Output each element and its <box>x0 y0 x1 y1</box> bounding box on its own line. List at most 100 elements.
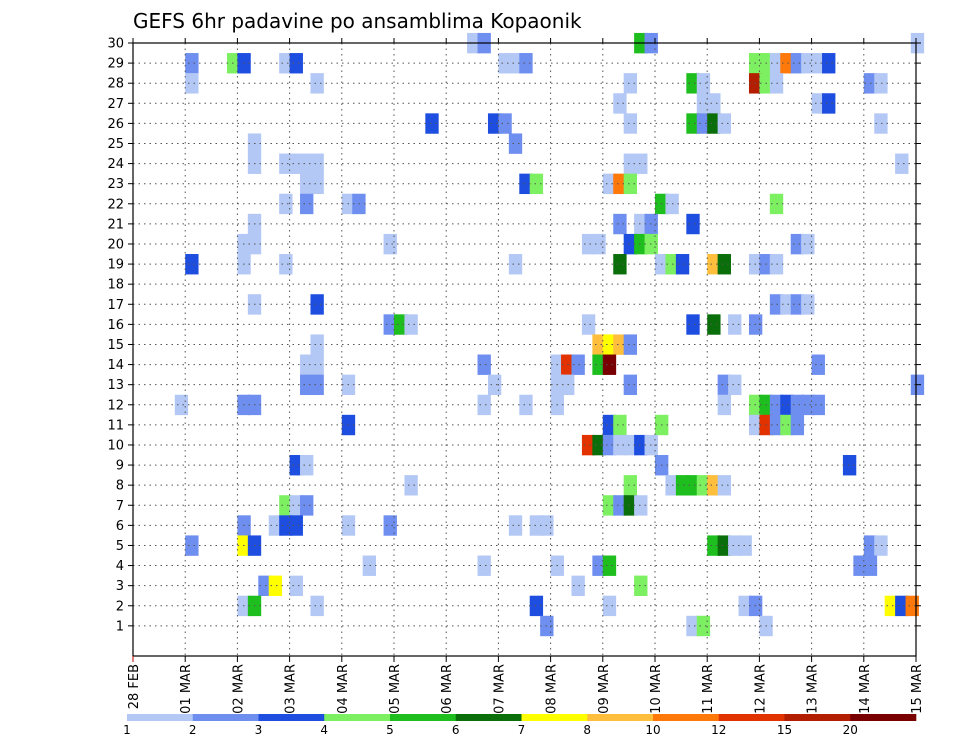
heatmap-cell <box>790 394 805 416</box>
x-tick-label: 28 FEB <box>127 664 142 709</box>
heatmap-cell <box>508 53 523 74</box>
heatmap-cell <box>310 73 324 94</box>
heatmap-cell <box>634 233 648 255</box>
heatmap-cell <box>738 535 752 556</box>
heatmap-cell <box>362 555 377 576</box>
y-tick-label: 29 <box>107 57 124 72</box>
heatmap-cell <box>686 475 700 496</box>
colorbar-label: 12 <box>711 723 726 737</box>
heatmap-cell <box>602 434 617 456</box>
x-tick-label: 15 MAR <box>910 664 925 714</box>
heatmap-cell <box>634 495 648 516</box>
heatmap-cell <box>707 475 721 496</box>
heatmap-cell <box>300 193 314 215</box>
heatmap-cell <box>310 595 324 617</box>
colorbar-swatch <box>192 714 259 721</box>
heatmap-cell <box>602 595 617 617</box>
heatmap-cell <box>268 575 283 597</box>
heatmap-cell <box>623 434 638 456</box>
heatmap-cell <box>310 294 324 315</box>
y-tick-label: 18 <box>107 278 124 293</box>
heatmap-cell <box>602 173 617 195</box>
heatmap-cell <box>289 495 303 516</box>
y-tick-label: 27 <box>107 97 124 112</box>
y-tick-label: 26 <box>107 117 124 132</box>
heatmap-cell <box>310 173 324 195</box>
y-tick-label: 12 <box>107 398 124 413</box>
heatmap-cell <box>289 455 303 476</box>
colorbar-label: 20 <box>843 723 858 737</box>
colorbar-label: 7 <box>518 723 526 737</box>
colorbar-swatch <box>653 714 720 721</box>
heatmap-cell <box>508 133 523 154</box>
heatmap-cell <box>717 113 731 134</box>
grid-lines <box>133 42 916 656</box>
heatmap-cell <box>801 233 815 255</box>
heatmap-cell <box>790 294 805 315</box>
x-tick-label: 11 MAR <box>701 664 716 714</box>
heatmap-cell <box>811 394 825 416</box>
heatmap-cell <box>310 374 324 396</box>
heatmap-cell <box>686 73 700 94</box>
heatmap-cell <box>728 314 742 335</box>
heatmap-cell <box>707 254 721 275</box>
heatmap-cell <box>696 73 711 94</box>
heatmap-cell <box>519 53 533 74</box>
heatmap-cell <box>279 193 293 215</box>
heatmap-cell <box>602 495 617 516</box>
heatmap-cell <box>300 354 314 375</box>
heatmap-cell <box>529 515 544 536</box>
heatmap-cell <box>717 254 731 275</box>
colorbar-swatch <box>784 714 851 721</box>
heatmap-cell <box>811 93 825 114</box>
colorbar-label: 2 <box>189 723 197 737</box>
heatmap-cell <box>790 414 805 436</box>
y-tick-label: 24 <box>107 157 124 172</box>
colorbar-swatch <box>587 714 654 721</box>
y-tick-label: 1 <box>116 619 124 634</box>
heatmap-cell <box>717 475 731 496</box>
x-tick-label: 14 MAR <box>858 664 873 714</box>
colorbar-label: 15 <box>777 723 792 737</box>
heatmap-cell <box>581 434 596 456</box>
y-tick-label: 6 <box>116 519 124 534</box>
y-tick-label: 21 <box>107 217 124 232</box>
heatmap-cell <box>717 394 731 416</box>
heatmap-cell <box>592 334 606 355</box>
heatmap-cell <box>279 53 293 74</box>
heatmap-cell <box>707 535 721 556</box>
x-axis-ticks: 28 FEB 01 MAR 02 MAR 03 MAR 04 MAR 05 MAR 06 M… <box>127 38 925 714</box>
heatmap-cell <box>623 334 638 355</box>
heatmap-cell <box>477 354 491 375</box>
heatmap-cell <box>310 334 324 355</box>
heatmap-cell <box>289 153 303 174</box>
y-tick-label: 10 <box>107 438 124 453</box>
heatmap-cell <box>268 515 283 536</box>
colorbar-label: 6 <box>452 723 460 737</box>
heatmap-cell <box>613 93 627 114</box>
heatmap-cell <box>529 173 544 195</box>
heatmap-cell <box>623 374 638 396</box>
x-tick-label: 04 MAR <box>336 664 351 714</box>
colorbar-swatch <box>258 714 325 721</box>
heatmap-cell <box>623 233 638 255</box>
heatmap-cell <box>613 213 627 235</box>
heatmap-cell <box>487 374 502 396</box>
heatmap-cell <box>289 515 303 536</box>
heatmap-cell <box>508 254 523 275</box>
colorbar-swatch <box>324 714 391 721</box>
y-tick-label: 11 <box>107 418 124 433</box>
x-tick-label: 02 MAR <box>231 664 246 714</box>
heatmap-cell <box>613 334 627 355</box>
heatmap-cell <box>602 334 617 355</box>
heatmap-cell <box>895 153 909 174</box>
heatmap-cell <box>602 414 617 436</box>
colorbar-label: 5 <box>386 723 394 737</box>
heatmap-cell <box>300 153 314 174</box>
heatmap-cell <box>289 575 303 597</box>
heatmap-cell <box>581 233 596 255</box>
heatmap-cell <box>279 254 293 275</box>
heatmap-cell <box>686 113 700 134</box>
heatmap-cell <box>602 354 617 375</box>
heatmap-cell <box>634 434 648 456</box>
